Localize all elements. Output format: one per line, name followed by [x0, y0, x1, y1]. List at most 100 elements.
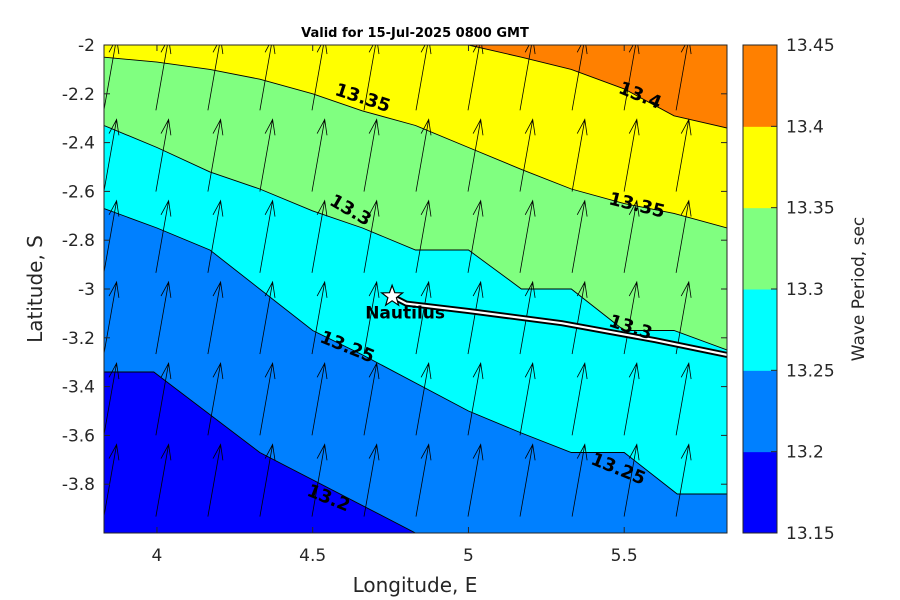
y-tick-label: -3.8 [62, 475, 95, 495]
contour-lines [104, 45, 727, 533]
colorbar-segment [743, 289, 777, 371]
wind-arrow [675, 45, 692, 111]
track-line [391, 295, 727, 356]
wind-arrow [207, 199, 224, 273]
contour-line [468, 45, 727, 129]
wind-arrow [259, 118, 276, 192]
wind-arrow [363, 199, 380, 273]
wind-arrow [311, 45, 328, 111]
wind-arrow [104, 280, 120, 355]
y-tick-label: -2.8 [62, 231, 95, 251]
wind-arrow [207, 443, 224, 517]
wind-arrow [623, 45, 640, 111]
wind-arrow [623, 118, 640, 192]
contour-line [104, 125, 727, 351]
wind-arrow [675, 118, 692, 192]
y-tick-label: -2.6 [62, 182, 95, 202]
wind-arrow [571, 361, 588, 436]
colorbar-label: Wave Period, sec [849, 217, 869, 362]
x-axis-label: Longitude, E [353, 573, 478, 597]
colorbar-segment [743, 45, 777, 127]
wind-arrow [519, 118, 536, 192]
y-axis-label: Latitude, S [23, 235, 47, 343]
wind-arrow [363, 45, 380, 111]
contour-line [104, 56, 727, 229]
wind-arrow [363, 118, 380, 192]
station-star-icon [380, 283, 405, 307]
wind-arrow [415, 45, 432, 111]
vessel-track [389, 293, 727, 358]
wind-arrow [155, 45, 172, 111]
wind-arrow [259, 280, 276, 355]
wind-arrow [415, 361, 432, 436]
wind-arrow [675, 443, 692, 517]
wind-arrow [571, 443, 588, 517]
colorbar-tick-label: 13.4 [786, 117, 824, 137]
wind-arrow [259, 199, 276, 273]
wind-arrow [155, 199, 172, 273]
colorbar-segment [743, 126, 777, 209]
colorbar-segment [743, 370, 777, 453]
map-title: Valid for 15-Jul-2025 0800 GMT [301, 26, 529, 41]
wind-arrow [467, 118, 484, 192]
wind-arrow [571, 280, 588, 355]
wind-arrow [675, 199, 692, 273]
y-tick-label: -2.4 [62, 134, 95, 154]
colorbar-tick-label: 13.35 [786, 199, 835, 219]
colorbar-tick-label: 13.15 [786, 524, 835, 544]
colorbar-tick-label: 13.3 [786, 280, 824, 300]
y-tick-label: -3.2 [62, 329, 95, 349]
y-tick-label: -3.6 [62, 426, 95, 446]
wind-arrow [363, 361, 380, 436]
wind-arrow [675, 361, 692, 436]
wind-arrow [467, 280, 484, 355]
wind-arrow [519, 361, 536, 436]
wind-arrow [571, 45, 588, 111]
wind-arrow [207, 361, 224, 436]
wind-arrow [155, 361, 172, 436]
wind-arrow [155, 118, 172, 192]
x-axis-ticks: 4 4.5 5 5.5 [152, 45, 638, 566]
wind-arrow [415, 199, 432, 273]
wind-arrow [259, 45, 276, 111]
wind-arrow [519, 443, 536, 517]
wind-arrow [207, 280, 224, 355]
wind-arrow [104, 45, 120, 111]
wind-arrow [207, 118, 224, 192]
wind-arrow [623, 199, 640, 273]
wind-arrow [519, 199, 536, 273]
wind-arrow [415, 280, 432, 355]
wind-arrow [311, 118, 328, 192]
y-tick-label: -2 [78, 36, 95, 56]
colorbar-tick-label: 13.2 [786, 443, 824, 463]
wind-arrow [519, 45, 536, 111]
wind-arrow [467, 45, 484, 111]
y-tick-label: -2.2 [62, 85, 95, 105]
band-fill [104, 45, 727, 228]
wind-arrow [155, 280, 172, 355]
wind-arrow [571, 199, 588, 273]
station-marker: Nautilus [365, 283, 445, 323]
colorbar: 13.15 13.2 13.25 13.3 13.35 13.4 13.45 [742, 36, 835, 544]
colorbar-tick-label: 13.25 [786, 361, 835, 381]
wind-arrow [104, 118, 120, 192]
wind-arrow [415, 118, 432, 192]
colorbar-tick-label: 13.45 [786, 36, 835, 56]
wind-arrow [571, 118, 588, 192]
contour-fills [104, 45, 727, 533]
y-tick-label: -3 [78, 280, 95, 300]
wind-arrow [311, 280, 328, 355]
wind-arrow [104, 443, 120, 517]
wind-arrow [623, 443, 640, 517]
x-tick-label: 4 [152, 546, 163, 566]
wind-arrows [104, 45, 692, 517]
x-tick-label: 5 [463, 546, 474, 566]
wind-arrow [311, 443, 328, 517]
contour-line [104, 208, 727, 495]
wind-arrow [415, 443, 432, 517]
wind-arrow [259, 361, 276, 436]
contour-line [104, 371, 416, 533]
x-tick-label: 5.5 [611, 546, 638, 566]
